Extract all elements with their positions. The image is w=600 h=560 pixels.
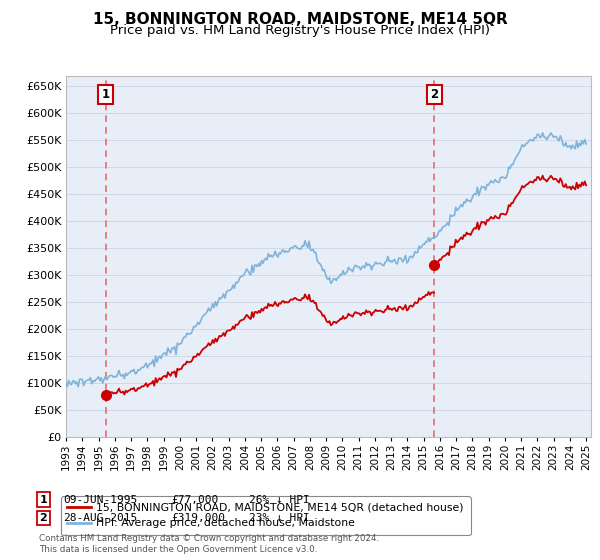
- Legend: 15, BONNINGTON ROAD, MAIDSTONE, ME14 5QR (detached house), HPI: Average price, d: 15, BONNINGTON ROAD, MAIDSTONE, ME14 5QR…: [61, 496, 470, 535]
- Text: 28-AUG-2015: 28-AUG-2015: [63, 513, 137, 523]
- Text: 09-JUN-1995: 09-JUN-1995: [63, 494, 137, 505]
- Text: 15, BONNINGTON ROAD, MAIDSTONE, ME14 5QR: 15, BONNINGTON ROAD, MAIDSTONE, ME14 5QR: [92, 12, 508, 27]
- Text: £77,000: £77,000: [171, 494, 218, 505]
- Text: Price paid vs. HM Land Registry's House Price Index (HPI): Price paid vs. HM Land Registry's House …: [110, 24, 490, 36]
- Text: 23% ↓ HPI: 23% ↓ HPI: [249, 513, 310, 523]
- Text: 26% ↓ HPI: 26% ↓ HPI: [249, 494, 310, 505]
- Text: Contains HM Land Registry data © Crown copyright and database right 2024.
This d: Contains HM Land Registry data © Crown c…: [39, 534, 379, 554]
- Text: 1: 1: [101, 88, 110, 101]
- Text: £319,000: £319,000: [171, 513, 225, 523]
- Text: 2: 2: [430, 88, 438, 101]
- Text: 1: 1: [40, 494, 47, 505]
- Text: 2: 2: [40, 513, 47, 523]
